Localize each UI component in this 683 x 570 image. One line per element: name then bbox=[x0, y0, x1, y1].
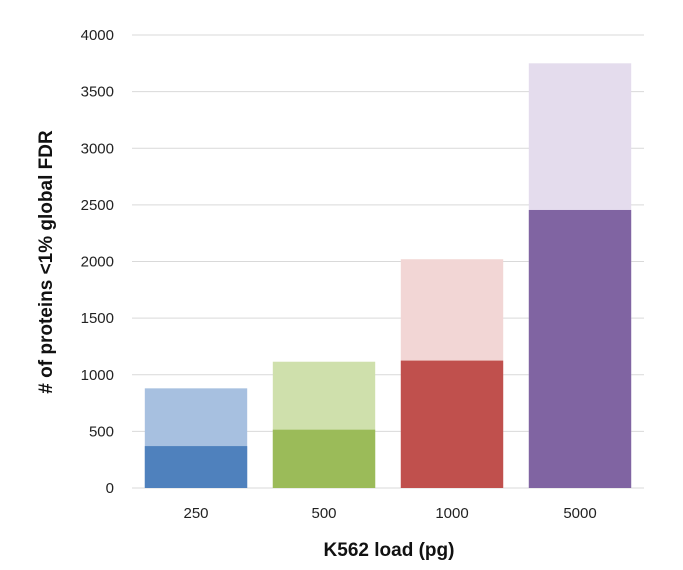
x-tick-label: 250 bbox=[183, 505, 208, 522]
x-axis-tick-labels: 250 500 1000 5000 bbox=[183, 505, 596, 522]
y-tick-label: 2000 bbox=[81, 254, 114, 271]
bar-subset-1000 bbox=[400, 360, 504, 488]
x-tick-label: 5000 bbox=[563, 505, 596, 522]
bar-subset-5000 bbox=[528, 209, 632, 488]
y-tick-label: 3000 bbox=[81, 140, 114, 157]
y-tick-label: 0 bbox=[106, 480, 114, 497]
bars bbox=[144, 63, 632, 488]
y-tick-label: 1000 bbox=[81, 367, 114, 384]
x-tick-label: 1000 bbox=[435, 505, 468, 522]
y-tick-label: 4000 bbox=[81, 27, 114, 44]
y-tick-label: 3500 bbox=[81, 84, 114, 101]
y-axis-title: # of proteins <1% global FDR bbox=[36, 130, 57, 394]
y-tick-label: 1500 bbox=[81, 310, 114, 327]
y-axis-tick-labels: 0 500 1000 1500 2000 2500 3000 3500 4000 bbox=[81, 27, 114, 497]
bar-subset-500 bbox=[272, 429, 376, 488]
y-tick-label: 500 bbox=[89, 423, 114, 440]
bar-subset-250 bbox=[144, 446, 248, 488]
x-tick-label: 500 bbox=[311, 505, 336, 522]
y-tick-label: 2500 bbox=[81, 197, 114, 214]
x-axis-title: K562 load (pg) bbox=[324, 540, 455, 561]
